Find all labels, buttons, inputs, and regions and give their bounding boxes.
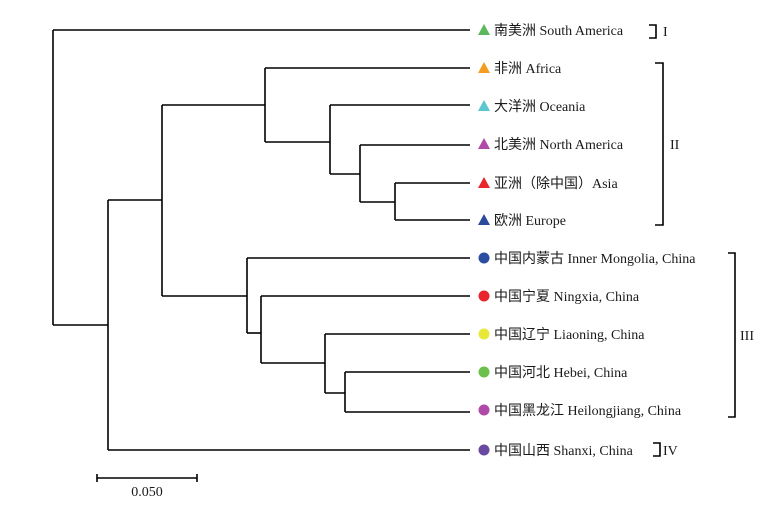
group-label-4: IV: [663, 444, 678, 459]
triangle-marker-africa: [478, 62, 490, 73]
leaf-label-asia: 亚洲（除中国）Asia: [494, 176, 618, 192]
leaf-label-inner-mongolia-china: 中国内蒙古 Inner Mongolia, China: [494, 251, 696, 267]
leaf-label-south-america: 南美洲 South America: [494, 23, 624, 39]
circle-marker-ningxia-china: [478, 290, 490, 302]
bracket-group-4: [653, 442, 661, 457]
circle-marker-inner-mongolia-china: [478, 252, 490, 264]
scale-bar: 0.050: [96, 474, 198, 500]
triangle-marker-europe: [478, 214, 490, 225]
group-brackets: I II III IV: [649, 24, 754, 459]
group-label-2: II: [670, 138, 680, 153]
scale-bar-line: [96, 474, 198, 482]
scale-bar-label: 0.050: [131, 485, 163, 500]
tree-edges: [52, 29, 470, 451]
bracket-group-2: [655, 62, 664, 226]
circle-marker-hebei-china: [478, 366, 490, 378]
triangle-marker-north-america: [478, 138, 490, 149]
bracket-group-1: [649, 24, 657, 39]
group-label-1: I: [663, 25, 668, 40]
triangle-marker-south-america: [478, 24, 490, 35]
circle-marker-liaoning-china: [478, 328, 490, 340]
leaf-label-oceania: 大洋洲 Oceania: [494, 99, 586, 115]
leaf-label-africa: 非洲 Africa: [494, 61, 562, 77]
leaf-label-ningxia-china: 中国宁夏 Ningxia, China: [494, 288, 640, 305]
triangle-marker-oceania: [478, 100, 490, 111]
leaf-label-liaoning-china: 中国辽宁 Liaoning, China: [494, 326, 645, 343]
leaf-label-north-america: 北美洲 North America: [494, 137, 624, 153]
leaf-label-hebei-china: 中国河北 Hebei, China: [494, 365, 628, 381]
triangle-marker-asia: [478, 177, 490, 188]
leaf-label-europe: 欧洲 Europe: [494, 213, 566, 229]
bracket-group-3: [728, 252, 736, 418]
circle-marker-heilongjiang-china: [478, 404, 490, 416]
leaf-label-shanxi-china: 中国山西 Shanxi, China: [494, 443, 634, 459]
tree-leaves: 南美洲 South America 非洲 Africa 大洋洲 Oceania 北美洲…: [478, 23, 696, 459]
circle-marker-shanxi-china: [478, 444, 490, 456]
leaf-label-heilongjiang-china: 中国黑龙江 Heilongjiang, China: [494, 403, 682, 419]
group-label-3: III: [740, 329, 754, 344]
